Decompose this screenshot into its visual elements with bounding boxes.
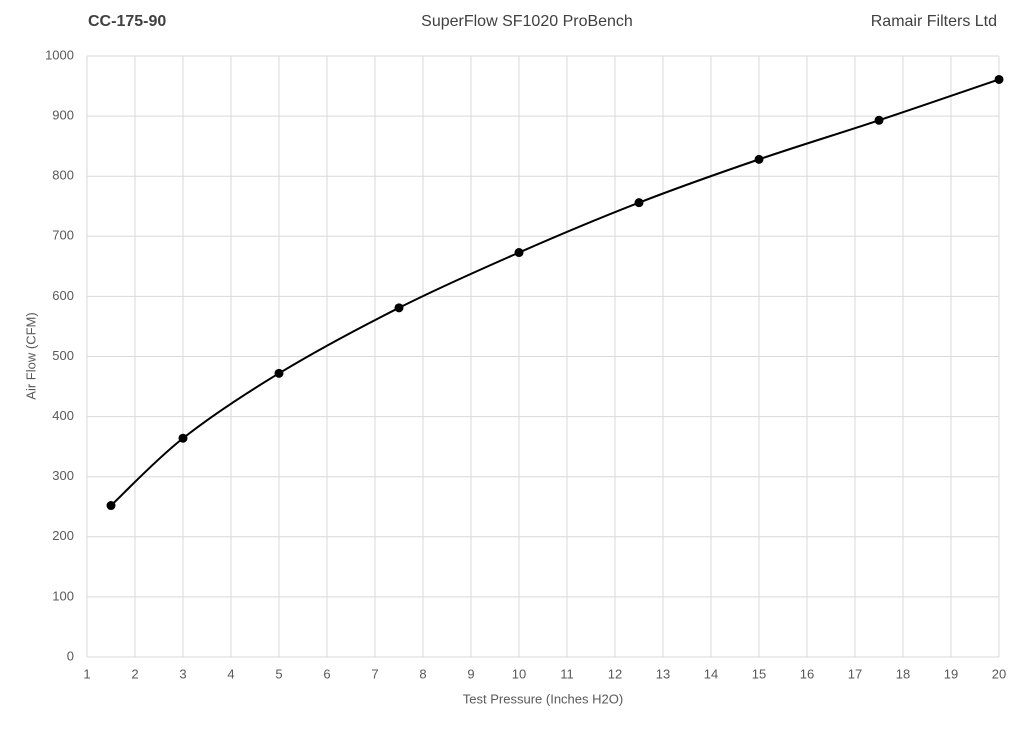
y-tick-label: 900 (52, 108, 74, 123)
chart-title: SuperFlow SF1020 ProBench (421, 13, 633, 30)
y-axis-label: Air Flow (CFM) (23, 312, 38, 399)
point (874, 115, 884, 125)
x-tick-label: 12 (608, 666, 622, 681)
point (514, 248, 524, 258)
y-tick-label: 100 (52, 588, 74, 603)
y-tick-label: 700 (52, 228, 74, 243)
x-tick-label: 7 (371, 666, 378, 681)
x-tick-label: 11 (560, 666, 574, 681)
y-tick-label: 200 (52, 528, 74, 543)
point (634, 198, 644, 208)
y-tick-label: 0 (67, 648, 74, 663)
x-axis-label: Test Pressure (Inches H2O) (463, 691, 623, 706)
line (110, 78, 1000, 507)
y-tick-label: 300 (52, 468, 74, 483)
x-tick-label: 4 (227, 666, 234, 681)
x-tick-label: 13 (656, 666, 670, 681)
x-tick-label: 19 (944, 666, 958, 681)
y-tick-label: 400 (52, 408, 74, 423)
x-tick-label: 15 (752, 666, 766, 681)
point (106, 501, 116, 511)
x-tick-label: 20 (992, 666, 1006, 681)
x-tick-label: 6 (323, 666, 330, 681)
y-tick-label: 500 (52, 348, 74, 363)
x-tick-label: 2 (131, 666, 138, 681)
header-left: CC-175-90 (88, 13, 166, 30)
x-tick-label: 10 (512, 666, 526, 681)
header-right: Ramair Filters Ltd (871, 13, 997, 30)
x-tick-label: 17 (848, 666, 862, 681)
x-tick-label: 9 (467, 666, 474, 681)
point (754, 154, 764, 164)
y-tick-label: 1000 (45, 47, 74, 62)
y-tick-label: 800 (52, 168, 74, 183)
x-tick-label: 8 (419, 666, 426, 681)
point (994, 74, 1004, 84)
x-tick-label: 5 (275, 666, 282, 681)
point (274, 368, 284, 378)
point (394, 303, 404, 313)
x-tick-label: 3 (179, 666, 186, 681)
y-tick-label: 600 (52, 288, 74, 303)
x-tick-label: 14 (704, 666, 718, 681)
x-tick-label: 16 (800, 666, 814, 681)
x-tick-label: 1 (83, 666, 90, 681)
x-tick-label: 18 (896, 666, 910, 681)
point (178, 433, 188, 443)
